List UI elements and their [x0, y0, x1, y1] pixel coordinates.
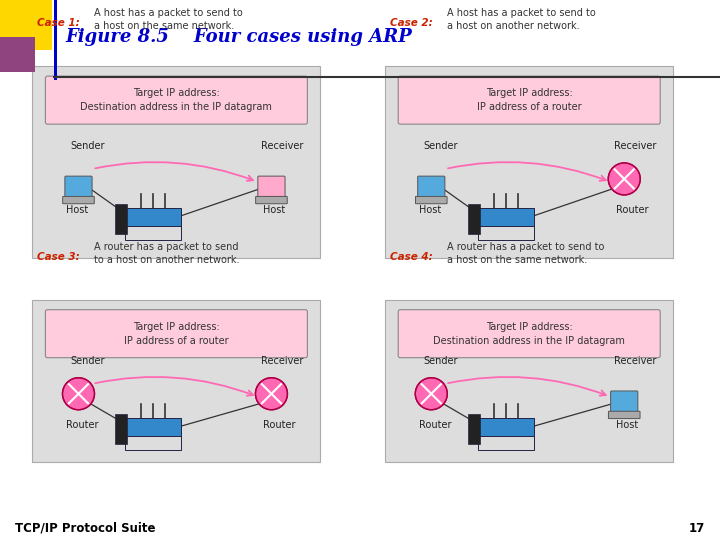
Text: Case 4:: Case 4:: [390, 252, 433, 262]
Text: Receiver: Receiver: [614, 356, 657, 366]
Text: Figure 8.5    Four cases using ARP: Figure 8.5 Four cases using ARP: [65, 28, 412, 46]
FancyBboxPatch shape: [125, 226, 181, 240]
FancyBboxPatch shape: [45, 76, 307, 124]
Text: Target IP address:
Destination address in the IP datagram: Target IP address: Destination address i…: [433, 322, 625, 346]
Text: A router has a packet to send to: A router has a packet to send to: [447, 242, 605, 252]
FancyBboxPatch shape: [608, 411, 640, 418]
Text: Router: Router: [264, 420, 296, 430]
FancyBboxPatch shape: [468, 204, 480, 234]
Circle shape: [415, 378, 447, 410]
Text: Case 3:: Case 3:: [37, 252, 80, 262]
Circle shape: [608, 163, 640, 195]
FancyBboxPatch shape: [478, 436, 534, 450]
Text: Sender: Sender: [71, 356, 105, 366]
Text: TCP/IP Protocol Suite: TCP/IP Protocol Suite: [15, 522, 156, 535]
FancyBboxPatch shape: [398, 76, 660, 124]
Bar: [0, 0, 52, 50]
Text: A host has a packet to send to: A host has a packet to send to: [447, 8, 596, 18]
Text: Router: Router: [616, 205, 649, 215]
Text: Receiver: Receiver: [261, 141, 304, 151]
Text: Sender: Sender: [423, 356, 458, 366]
Text: Router: Router: [419, 420, 451, 430]
FancyBboxPatch shape: [45, 310, 307, 357]
FancyBboxPatch shape: [256, 197, 287, 204]
Text: Sender: Sender: [71, 141, 105, 151]
FancyBboxPatch shape: [418, 176, 445, 198]
Text: Target IP address:
Destination address in the IP datagram: Target IP address: Destination address i…: [81, 88, 272, 112]
FancyBboxPatch shape: [415, 197, 447, 204]
FancyBboxPatch shape: [125, 436, 181, 450]
FancyBboxPatch shape: [258, 176, 285, 198]
Text: to a host on another network.: to a host on another network.: [94, 255, 240, 265]
Text: Target IP address:
IP address of a router: Target IP address: IP address of a route…: [477, 88, 582, 112]
FancyBboxPatch shape: [468, 414, 480, 444]
FancyBboxPatch shape: [478, 208, 534, 228]
FancyBboxPatch shape: [478, 226, 534, 240]
FancyBboxPatch shape: [115, 414, 127, 444]
FancyBboxPatch shape: [125, 208, 181, 228]
Circle shape: [256, 378, 287, 410]
Text: Receiver: Receiver: [261, 356, 304, 366]
FancyBboxPatch shape: [65, 176, 92, 198]
FancyBboxPatch shape: [63, 197, 94, 204]
FancyBboxPatch shape: [125, 418, 181, 438]
Text: A router has a packet to send: A router has a packet to send: [94, 242, 239, 252]
Text: A host has a packet to send to: A host has a packet to send to: [94, 8, 243, 18]
Text: Host: Host: [66, 205, 89, 215]
FancyBboxPatch shape: [115, 204, 127, 234]
Bar: [385, 300, 673, 462]
Text: Host: Host: [419, 205, 441, 215]
Text: Host: Host: [264, 205, 286, 215]
FancyBboxPatch shape: [611, 391, 638, 413]
Text: Sender: Sender: [423, 141, 458, 151]
Text: Host: Host: [616, 420, 639, 430]
Text: Target IP address:
IP address of a router: Target IP address: IP address of a route…: [124, 322, 229, 346]
Bar: [32, 66, 320, 258]
Text: a host on the same network.: a host on the same network.: [94, 21, 235, 31]
Bar: [0, 37, 35, 72]
Text: a host on the same network.: a host on the same network.: [447, 255, 588, 265]
FancyBboxPatch shape: [478, 418, 534, 438]
Circle shape: [63, 378, 94, 410]
Bar: [54, 0, 57, 80]
Bar: [385, 66, 673, 258]
Text: Case 2:: Case 2:: [390, 18, 433, 28]
Text: Case 1:: Case 1:: [37, 18, 80, 28]
Bar: [0, 37, 35, 72]
Bar: [32, 300, 320, 462]
Text: Receiver: Receiver: [614, 141, 657, 151]
Text: Router: Router: [66, 420, 99, 430]
Text: 17: 17: [689, 522, 705, 535]
FancyBboxPatch shape: [398, 310, 660, 357]
Text: a host on another network.: a host on another network.: [447, 21, 580, 31]
